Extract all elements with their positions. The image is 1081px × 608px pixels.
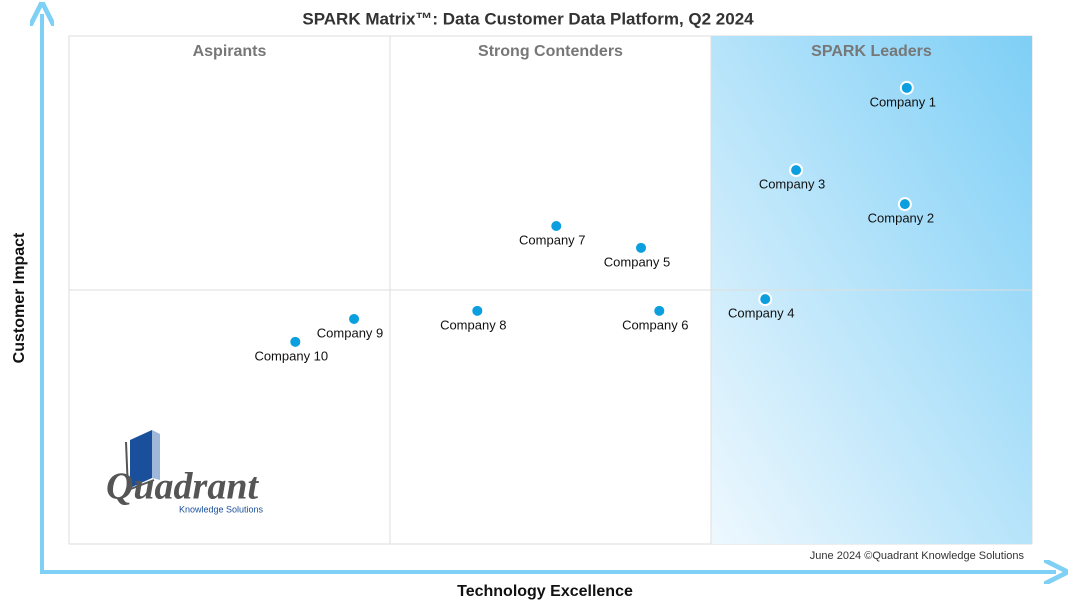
point [549, 218, 564, 233]
point-label: Company 6 [622, 317, 688, 332]
point-label: Company 2 [868, 211, 934, 226]
point [897, 197, 912, 212]
quadrant-label: Strong Contenders [478, 43, 623, 60]
logo-name: Quadrant [106, 466, 259, 508]
point-label: Company 8 [440, 317, 506, 332]
point [758, 292, 773, 307]
point-label: Company 10 [254, 348, 328, 363]
point-label: Company 9 [317, 325, 383, 340]
chart-title: SPARK Matrix™: Data Customer Data Platfo… [302, 9, 754, 28]
point [634, 240, 649, 255]
point-label: Company 7 [519, 232, 585, 247]
point [288, 334, 303, 349]
point-label: Company 3 [759, 177, 825, 192]
point-label: Company 1 [870, 94, 936, 109]
y-axis-label: Customer Impact [11, 232, 28, 363]
point-label: Company 4 [728, 306, 794, 321]
point [899, 80, 914, 95]
point [470, 303, 485, 318]
point [652, 303, 667, 318]
footer: June 2024 ©Quadrant Knowledge Solutions [810, 550, 1025, 562]
quadrant-label: SPARK Leaders [811, 43, 932, 60]
logo: Quadrant Knowledge Solutions [106, 430, 264, 514]
quadrant-label: Aspirants [193, 43, 267, 60]
point [789, 163, 804, 178]
point [347, 311, 362, 326]
x-axis-label: Technology Excellence [457, 583, 633, 600]
point-label: Company 5 [604, 254, 670, 269]
logo-tagline: Knowledge Solutions [179, 504, 264, 514]
